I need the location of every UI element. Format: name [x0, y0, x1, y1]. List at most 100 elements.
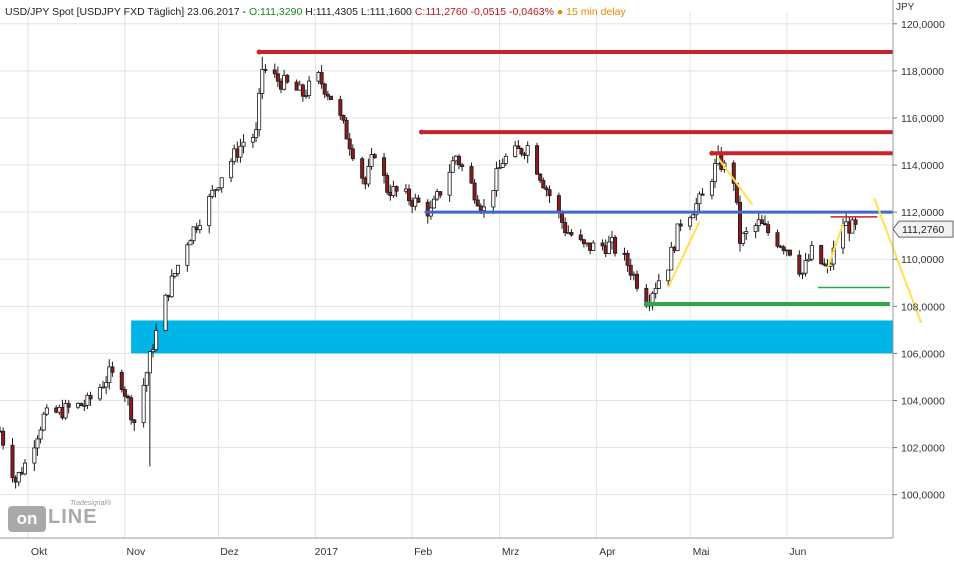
x-tick-label: Jun	[789, 546, 806, 558]
candle-down	[478, 205, 483, 211]
trend-line	[873, 197, 923, 324]
candle-down	[819, 245, 824, 265]
candle-up	[35, 438, 40, 449]
candle-down	[775, 232, 780, 247]
candle-down	[325, 93, 330, 97]
candle-down	[13, 477, 18, 483]
candle-up	[784, 249, 789, 252]
candle-down	[410, 200, 415, 207]
candle-up	[566, 232, 571, 234]
candle-up	[303, 95, 308, 97]
candle-down	[535, 145, 540, 175]
candle-down	[538, 173, 543, 181]
logo-small-text: Tradesignal®	[70, 500, 112, 507]
candle-down	[600, 242, 605, 247]
candle-up	[809, 245, 814, 260]
change-percent: -0,0463%	[509, 6, 554, 18]
candle-down	[1, 430, 6, 446]
candle-up	[169, 275, 174, 298]
candle-up	[254, 129, 259, 138]
candle-up	[803, 260, 808, 274]
candle-up	[450, 160, 455, 173]
candle-down	[460, 164, 465, 167]
annotation-layer	[256, 49, 923, 324]
candle-down	[762, 223, 767, 226]
candle-down	[475, 199, 480, 207]
candle-down	[88, 394, 93, 400]
candle-down	[563, 222, 568, 234]
candle-up	[744, 231, 749, 234]
candle-down	[759, 219, 764, 224]
x-tick-label: Nov	[127, 546, 146, 558]
candle-up	[709, 181, 714, 196]
candle-down	[581, 239, 586, 245]
x-tick-label: Mai	[693, 546, 710, 558]
candle-down	[285, 74, 290, 83]
candle-up	[41, 413, 46, 431]
candle-up	[491, 190, 496, 208]
candle-down	[122, 389, 127, 397]
candle-down	[853, 219, 858, 225]
trend-line	[667, 221, 701, 288]
candle-down	[350, 148, 355, 160]
candle-up	[800, 272, 805, 275]
candle-up	[688, 217, 693, 227]
candle-down	[338, 99, 343, 116]
candle-down	[382, 157, 387, 176]
candle-down	[360, 158, 365, 179]
candle-up	[297, 84, 302, 91]
candle-down	[416, 197, 421, 203]
candle-up	[713, 163, 718, 182]
candle-down	[66, 403, 71, 408]
candle-down	[300, 84, 305, 97]
candle-down	[556, 195, 561, 213]
candle-up	[22, 462, 27, 475]
logo-line-text: LINE	[48, 506, 98, 528]
candle-up	[38, 429, 43, 440]
candle-up	[232, 148, 237, 162]
trend-line	[717, 157, 754, 206]
candle-up	[666, 269, 671, 282]
candle-down	[678, 223, 683, 227]
logo-box-text: on	[8, 506, 46, 532]
candle-up	[500, 163, 505, 168]
level-line-anchor	[643, 301, 649, 307]
candle-up	[631, 273, 636, 276]
candle-up	[675, 223, 680, 252]
candle-down	[328, 95, 333, 100]
candle-down	[407, 188, 412, 202]
candle-up	[197, 225, 202, 231]
level-line-anchor	[419, 129, 425, 135]
candle-up	[97, 387, 102, 400]
candle-down	[341, 114, 346, 121]
x-tick-label: Dez	[220, 546, 239, 558]
candle-up	[494, 168, 499, 191]
candle-down	[235, 148, 240, 158]
candle-up	[497, 167, 502, 170]
candle-down	[787, 249, 792, 256]
candle-up	[453, 155, 458, 162]
candle-down	[560, 211, 565, 223]
candle-up	[850, 219, 855, 234]
candle-down	[425, 201, 430, 217]
candle-down	[672, 246, 677, 252]
grid-layer	[0, 12, 893, 538]
candle-up	[85, 394, 90, 406]
candle-up	[585, 242, 590, 245]
candle-up	[238, 145, 243, 158]
candle-down	[272, 69, 277, 75]
y-tick-label: 102,0000	[901, 443, 945, 455]
candle-up	[141, 384, 146, 424]
candle-up	[447, 171, 452, 196]
candle-down	[394, 186, 399, 192]
candle-up	[16, 472, 21, 483]
candle-down	[456, 155, 461, 166]
candle-down	[279, 80, 284, 90]
candle-up	[753, 225, 758, 232]
chart-title: USD/JPY Spot [USDJPY FXD Täglich] 23.06.…	[5, 6, 240, 18]
candle-up	[697, 193, 702, 205]
candle-down	[319, 72, 324, 85]
candle-up	[435, 191, 440, 200]
candle-down	[372, 154, 377, 159]
candle-up	[391, 186, 396, 196]
